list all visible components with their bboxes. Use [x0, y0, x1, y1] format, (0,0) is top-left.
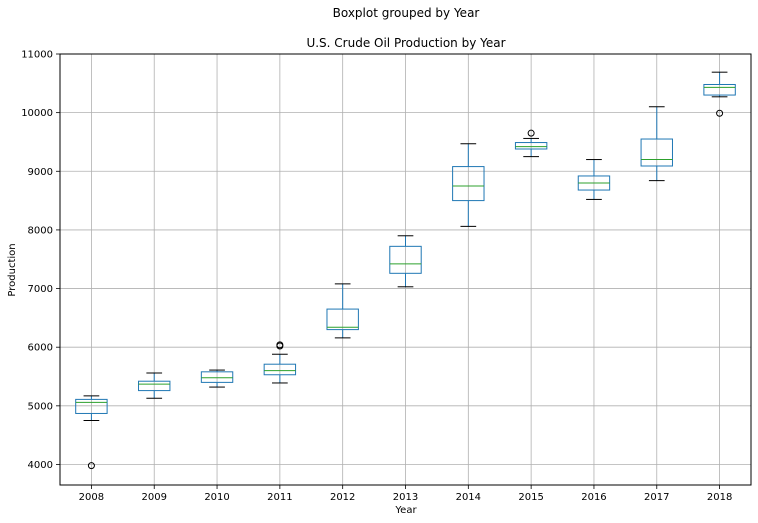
iqr-box-2011	[263, 363, 297, 376]
box-2008	[75, 395, 108, 470]
y-tick-label-8000: 8000	[28, 225, 53, 236]
y-tick-label-9000: 9000	[28, 167, 53, 178]
x-tick-label-2009: 2009	[142, 492, 167, 503]
x-tick-label-2011: 2011	[267, 492, 292, 503]
y-tick-label-6000: 6000	[28, 343, 53, 354]
iqr-box-2008	[75, 398, 108, 414]
box-2010	[200, 369, 234, 388]
x-axis-label: Year	[394, 505, 417, 516]
axis-ticks: 4000 5000 6000 7000 8000 9000 10000 11000 2008 20…	[21, 50, 732, 504]
box-2016	[577, 159, 611, 200]
iqr-box-2012	[326, 308, 359, 331]
iqr-box-2013	[389, 245, 422, 274]
y-tick-label-5000: 5000	[28, 401, 53, 412]
iqr-box-2015	[514, 142, 548, 150]
flier-2015-0	[527, 129, 535, 137]
y-tick-label-7000: 7000	[28, 284, 53, 295]
x-tick-label-2017: 2017	[644, 492, 669, 503]
y-tick-label-4000: 4000	[28, 460, 53, 471]
iqr-box-2010	[200, 371, 234, 383]
iqr-box-2009	[138, 380, 171, 392]
x-tick-label-2015: 2015	[518, 492, 543, 503]
chart-suptitle: Boxplot grouped by Year	[333, 6, 480, 20]
x-tick-label-2010: 2010	[204, 492, 229, 503]
x-tick-label-2018: 2018	[707, 492, 732, 503]
x-tick-label-2014: 2014	[456, 492, 481, 503]
box-series	[75, 71, 736, 470]
iqr-box-2014	[452, 166, 485, 202]
y-tick-label-11000: 11000	[21, 50, 53, 61]
box-2012	[326, 283, 359, 339]
box-2017	[640, 106, 673, 182]
x-tick-label-2008: 2008	[79, 492, 104, 503]
box-2015	[514, 129, 548, 158]
box-2009	[138, 372, 171, 399]
flier-2011-1	[276, 341, 284, 349]
x-tick-label-2016: 2016	[581, 492, 606, 503]
x-tick-label-2012: 2012	[330, 492, 355, 503]
chart-title: U.S. Crude Oil Production by Year	[306, 36, 505, 50]
flier-2018-0	[716, 109, 724, 117]
flier-2008-0	[87, 462, 95, 470]
box-2011	[263, 341, 297, 384]
y-axis-label: Production	[7, 243, 18, 296]
grid-lines	[60, 53, 751, 485]
iqr-box-2017	[640, 138, 673, 167]
y-tick-label-10000: 10000	[21, 108, 53, 119]
x-tick-label-2013: 2013	[393, 492, 418, 503]
box-2018	[703, 71, 736, 117]
iqr-box-2018	[703, 83, 736, 96]
box-2014	[452, 143, 485, 227]
box-2013	[389, 235, 422, 288]
